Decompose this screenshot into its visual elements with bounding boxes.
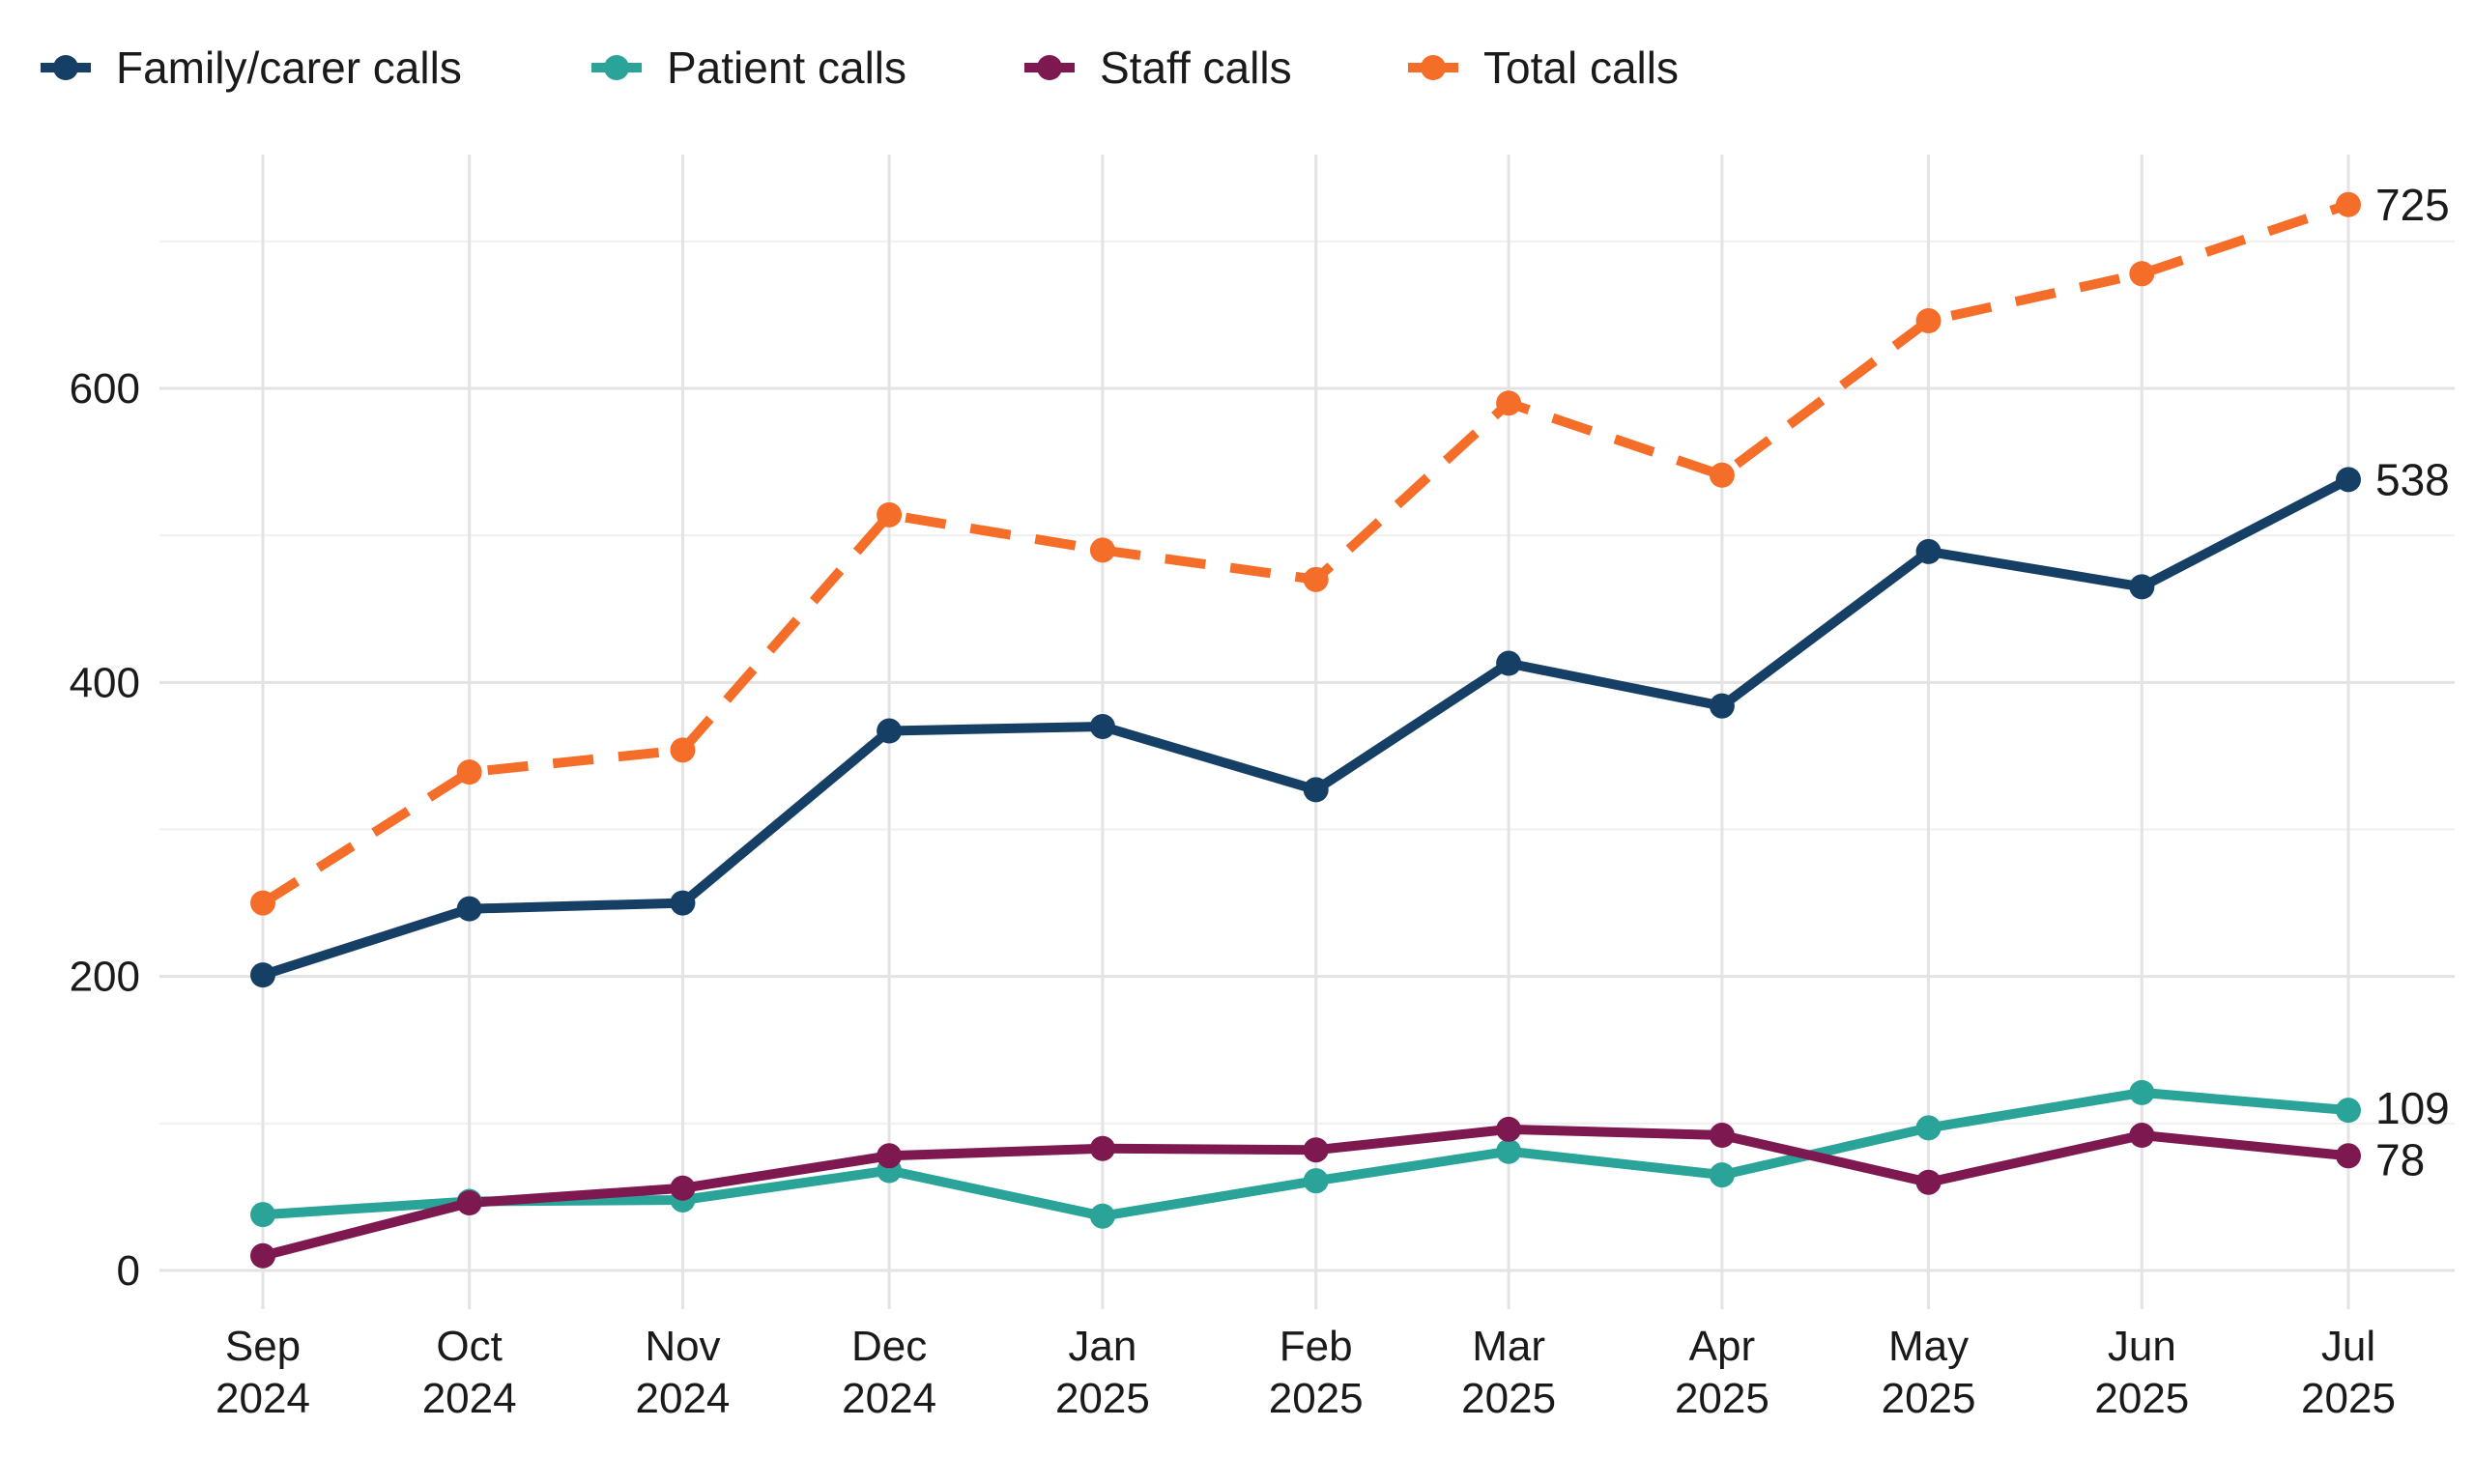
data-point-staff-calls <box>877 1143 903 1169</box>
legend-swatch-marker <box>53 55 78 80</box>
x-tick-label: Dec 2024 <box>842 1323 936 1422</box>
x-tick-label: Apr 2025 <box>1675 1323 1769 1422</box>
x-tick-label: Nov 2024 <box>636 1323 731 1422</box>
legend-item-patient-calls: Patient calls <box>591 43 906 93</box>
data-point-family-carer-calls <box>2336 467 2361 493</box>
legend-swatch-marker <box>1421 55 1446 80</box>
legend-swatch-marker <box>1037 55 1062 80</box>
data-point-total-calls <box>877 501 903 528</box>
legend-label: Family/carer calls <box>116 43 462 93</box>
data-point-total-calls <box>1915 308 1942 334</box>
data-point-staff-calls <box>1496 1116 1522 1142</box>
data-point-family-carer-calls <box>1303 777 1329 803</box>
x-tick-label: Oct 2024 <box>422 1323 517 1422</box>
series-points <box>250 191 2361 1269</box>
data-point-patient-calls <box>2336 1098 2361 1124</box>
data-point-total-calls <box>456 759 482 785</box>
legend-item-staff-calls: Staff calls <box>1024 43 1292 93</box>
x-tick-label: Feb 2025 <box>1269 1323 1364 1422</box>
legend-swatch-marker <box>604 55 629 80</box>
legend-label: Staff calls <box>1100 43 1292 93</box>
data-point-staff-calls <box>670 1175 696 1201</box>
legend-label: Patient calls <box>667 43 906 93</box>
x-tick-label: Jul 2025 <box>2301 1323 2396 1422</box>
data-point-patient-calls <box>1496 1138 1522 1164</box>
y-tick-label: 600 <box>70 365 140 413</box>
data-point-total-calls <box>2129 261 2155 287</box>
data-point-total-calls <box>1303 566 1329 592</box>
data-point-total-calls <box>1089 537 1115 563</box>
data-point-patient-calls <box>1915 1115 1942 1141</box>
data-point-patient-calls <box>1089 1203 1115 1229</box>
data-point-total-calls <box>250 890 275 916</box>
data-point-family-carer-calls <box>2129 574 2155 600</box>
data-point-total-calls <box>1496 390 1522 416</box>
data-point-family-carer-calls <box>1709 693 1735 719</box>
data-point-family-carer-calls <box>670 890 696 916</box>
grid <box>159 155 2455 1309</box>
data-point-family-carer-calls <box>1496 650 1522 676</box>
data-point-total-calls <box>670 737 696 763</box>
data-point-patient-calls <box>250 1202 275 1228</box>
series-line-total-calls <box>260 200 2350 907</box>
series-line-family-carer-calls <box>261 474 2351 980</box>
x-axis: Sep 2024 Oct 2024 Nov 2024 Dec 2024 Jan 2025 Feb 20… <box>216 1323 2396 1422</box>
end-label-staff-calls: 78 <box>2375 1134 2425 1184</box>
x-tick-label: Sep 2024 <box>216 1323 310 1422</box>
legend-label: Total calls <box>1483 43 1679 93</box>
data-point-staff-calls <box>1709 1123 1735 1149</box>
data-point-staff-calls <box>1303 1137 1329 1163</box>
data-point-patient-calls <box>1709 1162 1735 1188</box>
legend-item-total-calls: Total calls <box>1408 43 1679 93</box>
data-point-total-calls <box>2336 191 2361 217</box>
x-tick-label: Jan 2025 <box>1055 1323 1150 1422</box>
y-tick-label: 0 <box>117 1247 140 1295</box>
y-axis: 0 200 400 600 <box>70 365 140 1295</box>
data-point-family-carer-calls <box>1089 713 1115 739</box>
data-point-family-carer-calls <box>456 896 482 922</box>
data-point-patient-calls <box>1303 1168 1329 1194</box>
data-point-staff-calls <box>1915 1169 1942 1195</box>
data-point-total-calls <box>1709 462 1735 488</box>
x-tick-label: May 2025 <box>1882 1323 1976 1422</box>
end-label-family-carer-calls: 538 <box>2375 454 2450 504</box>
legend: Family/carer calls Patient calls Staff cal… <box>41 43 1679 93</box>
data-point-family-carer-calls <box>877 718 903 744</box>
data-point-family-carer-calls <box>1915 538 1942 564</box>
x-tick-label: Jun 2025 <box>2094 1323 2189 1422</box>
data-point-staff-calls <box>1089 1135 1115 1161</box>
y-tick-label: 200 <box>70 954 140 1001</box>
x-tick-label: Mar 2025 <box>1461 1323 1556 1422</box>
end-label-patient-calls: 109 <box>2375 1083 2450 1133</box>
series-lines <box>260 200 2351 1261</box>
data-point-staff-calls <box>2336 1143 2361 1169</box>
data-point-staff-calls <box>2129 1123 2155 1149</box>
end-label-total-calls: 725 <box>2375 180 2450 230</box>
data-point-patient-calls <box>2129 1079 2155 1105</box>
data-point-staff-calls <box>456 1190 482 1216</box>
legend-item-family-carer-calls: Family/carer calls <box>41 43 462 93</box>
y-tick-label: 400 <box>70 659 140 706</box>
data-point-staff-calls <box>250 1242 275 1269</box>
data-point-family-carer-calls <box>250 962 275 988</box>
